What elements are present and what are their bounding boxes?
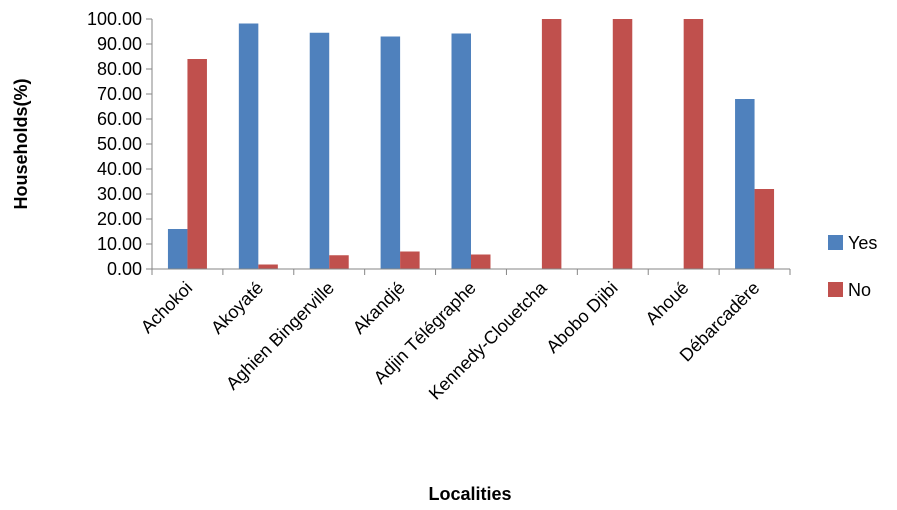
bar-yes-akandje — [380, 36, 401, 269]
y-axis-title: Households(%) — [11, 78, 31, 209]
x-tick-label-kennedy-clouetcha: Kennedy-Clouetcha — [425, 277, 552, 404]
bars — [167, 19, 775, 269]
bar-no-ahoue — [683, 19, 704, 269]
bar-no-achokoi — [187, 59, 207, 269]
y-tick-label: 30.00 — [97, 184, 142, 204]
y-tick-label: 50.00 — [97, 134, 142, 154]
bar-no-aghien-bingerville — [329, 255, 349, 269]
legend-label-yes: Yes — [848, 233, 877, 253]
x-tick-label-akandje: Akandjé — [349, 278, 409, 338]
y-tick-label: 0.00 — [107, 259, 142, 279]
legend-swatch-no — [828, 282, 843, 297]
bar-no-adjin-telegraphe — [471, 254, 491, 269]
bar-no-akandje — [400, 251, 420, 269]
bar-yes-akoyate — [238, 23, 259, 269]
y-tick-label: 40.00 — [97, 159, 142, 179]
y-tick-label: 60.00 — [97, 109, 142, 129]
bar-no-abobo-djibi — [612, 19, 633, 269]
legend-label-no: No — [848, 280, 871, 300]
bar-no-kennedy-clouetcha — [541, 19, 562, 269]
y-tick-label: 100.00 — [87, 9, 142, 29]
legend: Yes No — [828, 233, 877, 300]
y-tick-label: 10.00 — [97, 234, 142, 254]
y-tick-label: 70.00 — [97, 84, 142, 104]
bar-yes-debarcadere — [735, 99, 755, 269]
bar-yes-achokoi — [167, 229, 188, 269]
x-tick-label-ahoue: Ahoué — [642, 278, 693, 329]
y-tick-label: 90.00 — [97, 34, 142, 54]
x-tick-label-achokoi: Achokoi — [137, 278, 196, 337]
y-tick-label: 20.00 — [97, 209, 142, 229]
bar-yes-adjin-telegraphe — [451, 33, 471, 269]
bar-no-akoyate — [258, 264, 278, 269]
bar-no-debarcadere — [754, 189, 775, 269]
legend-swatch-yes — [828, 235, 843, 250]
x-tick-label-akoyate: Akoyaté — [207, 278, 267, 338]
x-axis-title: Localities — [428, 484, 511, 504]
bar-yes-aghien-bingerville — [309, 32, 330, 269]
y-tick-label: 80.00 — [97, 59, 142, 79]
x-tick-label-abobo-djibi: Abobo Djibi — [542, 278, 621, 357]
y-axis-ticks: 0.00 10.00 20.00 30.00 40.00 50.00 60.00 70.00 8… — [87, 9, 152, 279]
